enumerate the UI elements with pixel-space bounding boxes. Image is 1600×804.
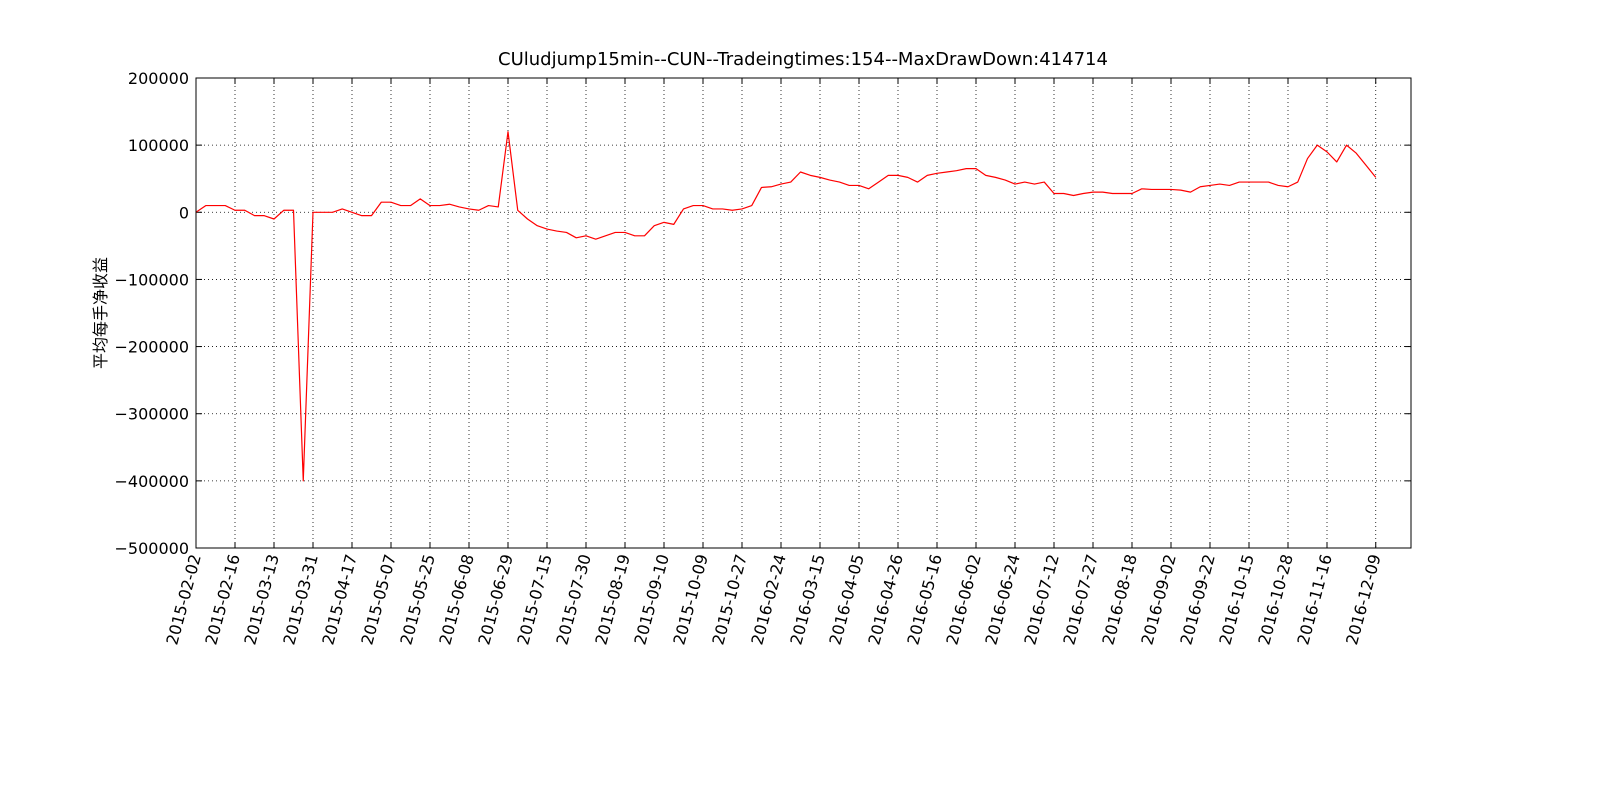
- y-tick-label: 100000: [128, 136, 189, 155]
- y-tick-label: −100000: [115, 270, 189, 289]
- plot-frame: [195, 77, 1412, 549]
- y-tick-label: −400000: [115, 472, 189, 491]
- y-tick-label: 0: [179, 203, 189, 222]
- y-axis-label: 平均每手净收益: [91, 257, 110, 369]
- y-tick-label: −200000: [115, 338, 189, 357]
- y-tick-label: −500000: [115, 539, 189, 558]
- chart-title: CUludjump15min--CUN--Tradeingtimes:154--…: [498, 49, 1108, 70]
- line: [195, 131, 1377, 482]
- y-tick-label: 200000: [128, 69, 189, 88]
- y-tick-label: −300000: [115, 405, 189, 424]
